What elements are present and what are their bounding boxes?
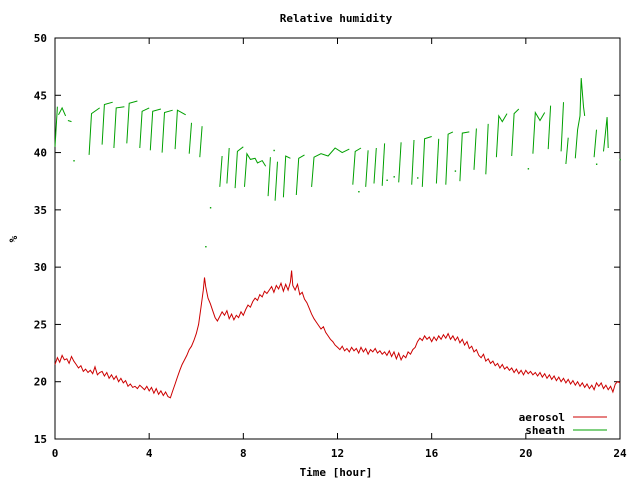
- sheath-segment: [199, 126, 203, 158]
- sheath-segment: [295, 154, 305, 196]
- sheath-segment: [381, 143, 386, 186]
- y-tick-label: 15: [34, 433, 47, 446]
- y-tick-label: 20: [34, 376, 47, 389]
- sheath-point: [527, 168, 530, 170]
- x-tick-label: 4: [146, 447, 153, 460]
- sheath-segment: [139, 107, 150, 149]
- sheath-segment: [603, 117, 609, 152]
- sheath-point: [209, 207, 212, 209]
- sheath-segment: [365, 150, 369, 187]
- sheath-segment: [565, 137, 569, 165]
- sheath-segment: [495, 113, 508, 158]
- sheath-segment: [511, 108, 520, 157]
- sheath-segment: [88, 107, 100, 155]
- sheath-segment: [311, 147, 350, 187]
- sheath-point: [595, 163, 598, 165]
- sheath-segment: [574, 78, 586, 159]
- sheath-segment: [398, 142, 402, 183]
- sheath-segment: [547, 105, 552, 150]
- sheath-segment: [593, 129, 597, 158]
- sheath-segment: [126, 100, 138, 144]
- legend-label-sheath: sheath: [525, 424, 565, 437]
- sheath-point: [358, 191, 360, 193]
- y-tick-label: 35: [34, 204, 47, 217]
- sheath-point: [619, 158, 621, 161]
- aerosol-line: [54, 270, 621, 399]
- sheath-point: [386, 179, 388, 181]
- y-axis-label: %: [7, 235, 20, 242]
- sheath-segment: [113, 106, 125, 149]
- y-tick-label: 45: [34, 89, 47, 102]
- sheath-segment: [188, 122, 192, 154]
- y-tick-label: 25: [34, 318, 47, 331]
- sheath-segment: [244, 152, 267, 187]
- y-tick-label: 30: [34, 261, 47, 274]
- sheath-segment: [174, 109, 186, 150]
- sheath-segment: [267, 157, 271, 197]
- sheath-segment: [161, 109, 173, 153]
- sheath-segment: [421, 136, 432, 187]
- sheath-segment: [560, 102, 564, 152]
- x-axis-label: Time [hour]: [300, 466, 373, 479]
- sheath-point: [73, 160, 75, 162]
- sheath-segment: [445, 131, 454, 185]
- x-tick-label: 0: [52, 447, 59, 460]
- sheath-segment: [58, 106, 67, 117]
- sheath-point: [205, 246, 207, 248]
- sheath-segment: [149, 108, 162, 151]
- sheath-segment: [101, 101, 113, 145]
- sheath-segment: [226, 147, 230, 184]
- x-tick-label: 12: [331, 447, 344, 460]
- x-tick-label: 16: [425, 447, 439, 460]
- sheath-segment: [234, 146, 244, 189]
- sheath-segment: [473, 128, 477, 170]
- sheath-point: [393, 176, 395, 178]
- sheath-segment: [67, 120, 72, 123]
- sheath-segment: [282, 155, 291, 198]
- legend-label-aerosol: aerosol: [519, 411, 565, 424]
- series-sheath: [54, 78, 621, 248]
- x-tick-label: 20: [519, 447, 532, 460]
- sheath-point: [454, 170, 457, 172]
- y-tick-label: 50: [34, 32, 47, 45]
- x-tick-label: 24: [613, 447, 627, 460]
- sheath-segment: [459, 131, 470, 182]
- sheath-segment: [435, 138, 440, 184]
- series-layer: [54, 78, 621, 399]
- y-tick-label: 40: [34, 147, 47, 160]
- sheath-point: [417, 177, 419, 179]
- chart-title: Relative humidity: [280, 12, 393, 25]
- sheath-segment: [352, 147, 362, 185]
- plot-frame: [54, 37, 621, 440]
- sheath-segment: [411, 139, 415, 185]
- sheath-segment: [219, 155, 223, 187]
- plot-axes: 0 4 8 12 16 20 24 15 20 25 30 35 40 45 50: [34, 32, 627, 460]
- x-tick-label: 8: [240, 447, 247, 460]
- sheath-point: [273, 149, 275, 152]
- sheath-segment: [485, 123, 489, 175]
- sheath-segment: [54, 106, 58, 147]
- sheath-segment: [373, 147, 377, 184]
- sheath-segment: [274, 161, 278, 201]
- series-aerosol: [54, 270, 621, 399]
- sheath-segment: [532, 110, 546, 154]
